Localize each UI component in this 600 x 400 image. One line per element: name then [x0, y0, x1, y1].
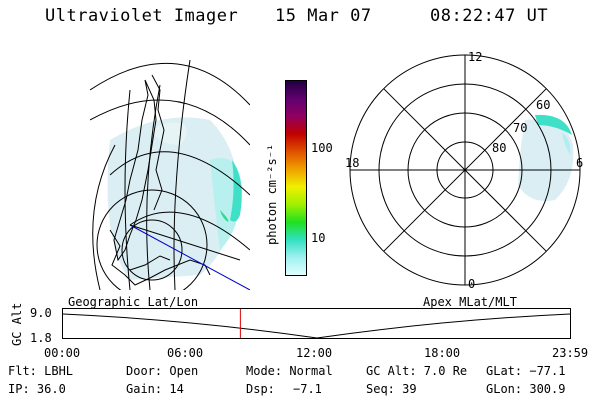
colorbar-unit-label: photon cm⁻²s⁻¹	[265, 144, 279, 245]
lat-label-70: 70	[513, 121, 527, 135]
timeline-ytick-top: 9.0	[30, 306, 52, 320]
svg-text:GC Alt: GC Alt	[10, 303, 24, 346]
geographic-map	[90, 59, 250, 290]
timeline-left-label: Geographic Lat/Lon	[68, 295, 199, 309]
info-seq: Seq: 39	[366, 382, 417, 396]
date-label: 15 Mar 07	[275, 6, 372, 26]
mlt-label-12: 12	[468, 50, 482, 64]
timeline-xtick-0: 00:00	[44, 346, 81, 360]
lat-label-60: 60	[536, 98, 550, 112]
colorbar-tick-100: 100	[311, 141, 333, 155]
mlt-label-0: 0	[468, 277, 475, 291]
colorbar	[285, 80, 307, 276]
time-label: 08:22:47 UT	[430, 6, 549, 26]
info-dsp-label: Dsp:	[246, 382, 275, 396]
info-door: Door: Open	[126, 364, 199, 378]
altitude-curve	[62, 313, 571, 339]
info-filter: Flt: LBHL	[8, 364, 74, 378]
aurora-emission-map	[107, 117, 242, 280]
svg-text:photon cm⁻²s⁻¹: photon cm⁻²s⁻¹	[265, 144, 279, 245]
info-glon: GLon: 300.9	[486, 382, 566, 396]
satellite-track	[129, 224, 250, 290]
timeline-frame	[62, 308, 571, 339]
altitude-timeline	[62, 308, 571, 339]
polar-mlt-plot: 12 18 6 0 60 70 80	[345, 50, 583, 291]
timeline-xtick-4: 23:59	[552, 346, 589, 360]
timeline-axis-label: GC Alt	[10, 303, 24, 346]
info-gc-alt: GC Alt: 7.0 Re	[366, 364, 468, 378]
mlt-label-18: 18	[345, 156, 359, 170]
instrument-title: Ultraviolet Imager	[45, 6, 239, 26]
mlt-label-6: 6	[576, 156, 583, 170]
timeline-right-label: Apex MLat/MLT	[423, 295, 517, 309]
aurora-emission-polar	[518, 114, 574, 201]
info-dsp-value: −7.1	[293, 382, 322, 396]
info-glat: GLat: −77.1	[486, 364, 566, 378]
timeline-xtick-3: 18:00	[424, 346, 461, 360]
info-mode: Mode: Normal	[246, 364, 333, 378]
timeline-xtick-1: 06:00	[167, 346, 204, 360]
info-ip: IP: 36.0	[8, 382, 66, 396]
info-gain: Gain: 14	[126, 382, 184, 396]
lat-label-80: 80	[492, 141, 506, 155]
timeline-xtick-2: 12:00	[296, 346, 333, 360]
timeline-ytick-bottom: 1.8	[30, 331, 52, 345]
colorbar-tick-10: 10	[311, 231, 326, 245]
